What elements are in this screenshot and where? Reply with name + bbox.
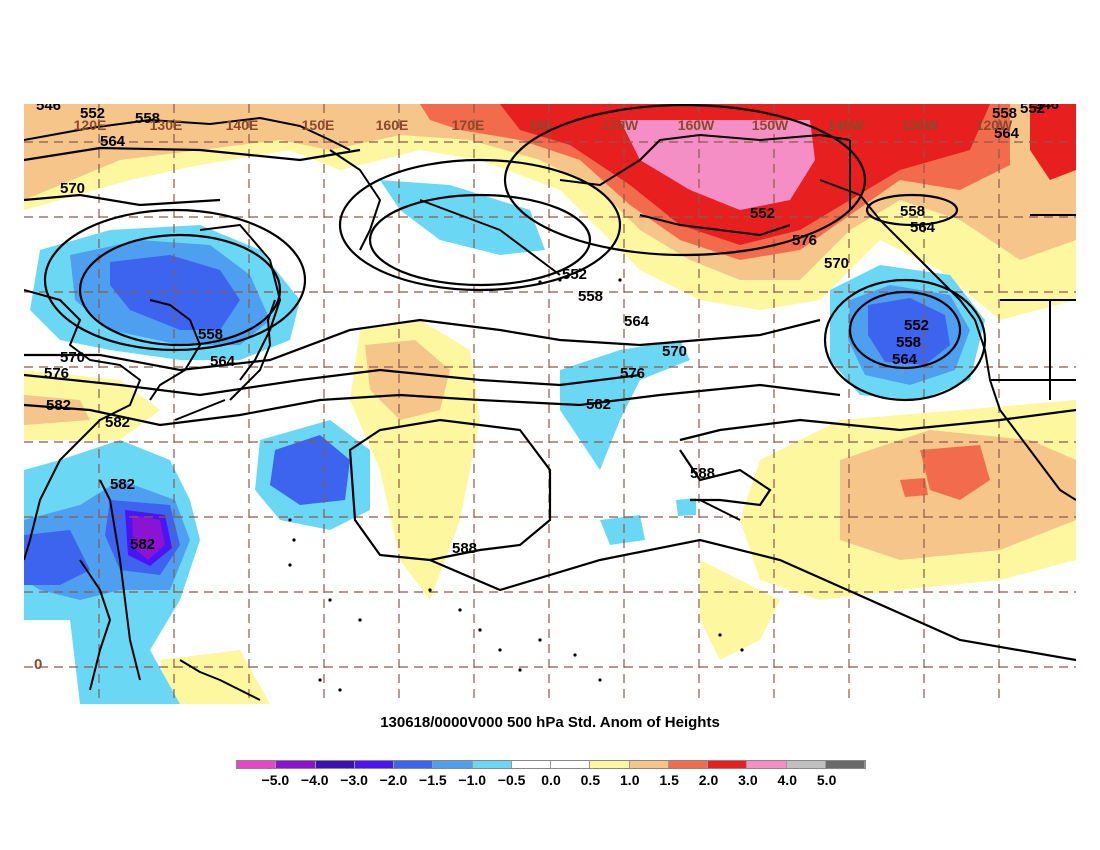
colorbar-swatch	[825, 761, 865, 768]
colorbar-label: −4.0	[300, 772, 329, 788]
lon-label: 170E	[452, 117, 485, 133]
contour-label: 558	[992, 105, 1017, 122]
colorbar-label: −5.0	[261, 772, 290, 788]
contour-label: 558	[896, 334, 921, 351]
colorbar-swatch	[551, 761, 591, 768]
colorbar-swatch	[708, 761, 748, 768]
contour-label: 552	[904, 317, 929, 334]
lon-label: 120E	[74, 117, 107, 133]
contour-label: 552	[750, 205, 775, 222]
contour-label: 558	[198, 326, 223, 343]
longitude-labels: 120E 130E 140E 150E 160E 170E 180 170W 1…	[74, 117, 1013, 133]
positive-anomaly-shading	[24, 104, 1076, 704]
lon-label: 170W	[602, 117, 639, 133]
lon-label: 160E	[376, 117, 409, 133]
colorbar-label: −2.0	[379, 772, 408, 788]
lon-label: 130E	[150, 117, 183, 133]
contour-label: 576	[620, 365, 645, 382]
colorbar-label: 2.0	[698, 772, 719, 788]
contour-label: 558	[900, 203, 925, 220]
colorbar-label: 1.5	[659, 772, 679, 788]
contour-label: 582	[46, 397, 71, 414]
colorbar-swatch	[237, 761, 277, 768]
colorbar-label: 5.0	[816, 772, 837, 788]
colorbar-swatch	[629, 761, 669, 768]
contour-label: 582	[130, 536, 155, 553]
height-contours	[24, 104, 1076, 662]
contour-label: 552	[1020, 100, 1045, 117]
contour-label: 582	[586, 396, 611, 413]
lon-label: 140W	[828, 117, 865, 133]
contour-label: 576	[44, 365, 69, 382]
contour-label: 546	[1034, 96, 1059, 113]
contour-label: 576	[792, 232, 817, 249]
lon-label: 150E	[302, 117, 335, 133]
colorbar-label: 4.0	[777, 772, 797, 788]
colorbar-label: −1.5	[419, 772, 447, 788]
contour-label: 570	[824, 255, 849, 272]
contour-label: 546	[36, 97, 61, 114]
colorbar-label: −1.0	[458, 772, 487, 788]
colorbar-labels: −5.0 −4.0 −3.0 −2.0 −1.5 −1.0 −0.5 0.0 0.5 1.0 1.5…	[236, 772, 866, 788]
colorbar-swatch	[433, 761, 473, 768]
colorbar-swatch	[315, 761, 355, 768]
contour-label: 564	[100, 133, 126, 150]
colorbar-label: 0.5	[580, 772, 601, 788]
lon-label: 180	[528, 117, 552, 133]
contour-label: 552	[562, 266, 587, 283]
colorbar-swatch	[747, 761, 787, 768]
lon-label: 160W	[678, 117, 715, 133]
contour-label: 570	[60, 180, 85, 197]
contour-label: 564	[910, 219, 936, 236]
colorbar-swatch	[786, 761, 826, 768]
lon-label: 150W	[752, 117, 789, 133]
contour-label: 570	[662, 343, 687, 360]
contour-label: 588	[690, 465, 715, 482]
colorbar-swatch	[276, 761, 316, 768]
colorbar-swatch	[590, 761, 630, 768]
colorbar-label: 0.0	[541, 772, 561, 788]
colorbar-label: 3.0	[738, 772, 758, 788]
colorbar-swatch	[354, 761, 394, 768]
colorbar-swatch	[472, 761, 512, 768]
map-title: 130618/0000V000 500 hPa Std. Anom of Hei…	[380, 714, 720, 731]
lon-label: 120W	[976, 117, 1013, 133]
colorbar-swatch	[511, 761, 551, 768]
colorbar-label: −0.5	[497, 772, 526, 788]
contour-label: 552	[80, 105, 105, 122]
contour-label: 564	[624, 313, 650, 330]
contour-label: 582	[105, 414, 130, 431]
contour-label: 564	[892, 351, 918, 368]
colorbar-swatch	[394, 761, 434, 768]
corner-label: 0	[34, 656, 42, 673]
contour-labels: 546 552 558 564 570 558 564 570 576 582 …	[34, 96, 1059, 673]
colorbar	[236, 760, 866, 769]
contour-label: 558	[578, 288, 603, 305]
contour-label: 558	[135, 110, 160, 127]
lon-label: 140E	[226, 117, 259, 133]
contour-label: 564	[994, 125, 1020, 142]
contour-label: 588	[452, 540, 477, 557]
lon-label: 130W	[902, 117, 939, 133]
colorbar-label: 1.0	[620, 772, 640, 788]
contour-label: 582	[110, 476, 135, 493]
colorbar-swatch	[668, 761, 708, 768]
contour-label: 570	[60, 349, 85, 366]
colorbar-label: −3.0	[340, 772, 368, 788]
contour-label: 564	[210, 353, 236, 370]
